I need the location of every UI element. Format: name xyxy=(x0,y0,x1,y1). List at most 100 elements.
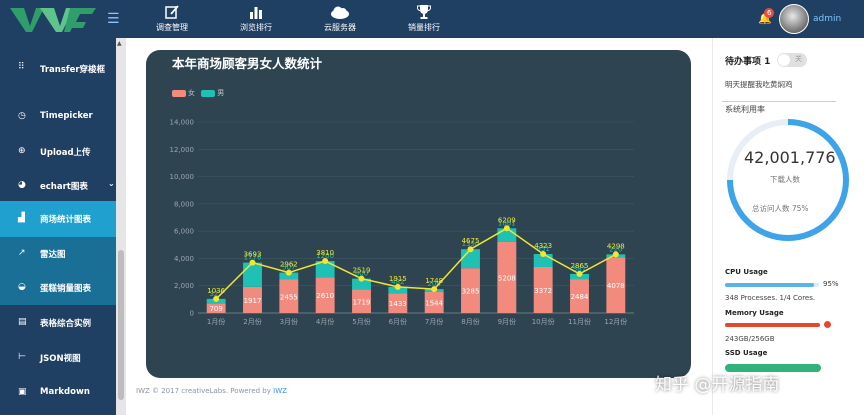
point-total xyxy=(394,283,401,290)
todo-item[interactable]: 明天提醒我吃黄焖鸡 xyxy=(725,80,793,89)
nav-label: 销量排行 xyxy=(408,23,440,32)
memory-usage-title: Memory Usage xyxy=(725,309,784,317)
x-tick-label: 8月份 xyxy=(461,317,479,326)
point-total xyxy=(249,259,256,266)
nav-label: 调查管理 xyxy=(156,23,188,32)
bar-male xyxy=(388,286,408,294)
bar-label-male: 951 xyxy=(536,245,549,253)
bar-label-female: 3285 xyxy=(462,288,480,296)
sidebar-item-upload[interactable]: ⊕ Upload上传 xyxy=(0,141,116,161)
bar-female xyxy=(388,293,408,313)
nav-label: 浏览排行 xyxy=(240,23,272,32)
username[interactable]: admin xyxy=(813,14,842,24)
bar-male xyxy=(315,261,335,278)
point-label-total: 3810 xyxy=(316,249,334,257)
sidebar-item-timepicker[interactable]: ◷ Timepicker xyxy=(0,106,116,126)
nav-sales-rank[interactable]: 销量排行 xyxy=(389,0,459,38)
sidebar-item-json[interactable]: ⊢ JSON视图 xyxy=(0,343,116,373)
chart-card xyxy=(146,50,691,378)
x-tick-label: 7月份 xyxy=(425,317,443,326)
point-total xyxy=(322,258,329,265)
point-total xyxy=(285,269,292,276)
point-total xyxy=(467,246,474,253)
ssd-usage-bar xyxy=(725,364,821,372)
bar-male xyxy=(279,272,299,280)
code-icon: ⊢ xyxy=(18,352,26,362)
trophy-icon xyxy=(389,0,459,22)
ssd-usage-title: SSD Usage xyxy=(725,349,768,357)
bar-label-female: 709 xyxy=(209,305,222,313)
table-icon: ▤ xyxy=(18,317,27,327)
bar-female xyxy=(570,279,589,313)
nav-survey[interactable]: 调查管理 xyxy=(137,0,207,38)
transfer-icon: ⠿ xyxy=(18,62,25,72)
logo xyxy=(10,8,96,32)
point-label-total: 4323 xyxy=(534,242,552,250)
sidebar-scrollbar[interactable] xyxy=(116,38,126,415)
chart-legend[interactable]: 女 男 xyxy=(172,88,224,98)
top-bar xyxy=(0,0,864,38)
y-tick-label: 8,000 xyxy=(174,200,194,208)
bar-label-male: 381 xyxy=(573,265,586,273)
point-total xyxy=(503,225,510,232)
sidebar-item-markdown[interactable]: ▣ Markdown xyxy=(0,378,116,408)
point-label-total: 2519 xyxy=(353,267,371,275)
sidebar-item-transfer[interactable]: ⠿ Transfer穿梭框 xyxy=(0,56,116,90)
y-tick-label: 0 xyxy=(190,310,194,318)
bar-label-female: 2610 xyxy=(316,292,334,300)
chevron-down-icon: ⌄ xyxy=(108,179,115,188)
footer: IWZ © 2017 creativeLabs. Powered by IWZ xyxy=(136,387,287,395)
y-tick-label: 4,000 xyxy=(174,255,194,263)
memory-usage-dot xyxy=(824,321,831,328)
sidebar-item-mall-stats[interactable]: ▟ 商场统计图表 xyxy=(0,201,116,237)
bar-label-male: 204 xyxy=(427,280,441,288)
point-label-total: 2865 xyxy=(571,262,589,270)
point-label-total: 1036 xyxy=(207,287,225,295)
memory-usage-bar xyxy=(725,323,820,327)
nav-cloud-server[interactable]: 云服务器 xyxy=(305,0,375,38)
cloud-icon xyxy=(305,0,375,22)
download-label: 下载人数 xyxy=(770,175,800,184)
pie-chart-icon: ◕ xyxy=(18,180,26,190)
memory-usage-note: 243GB/256GB xyxy=(725,335,775,343)
bar-male xyxy=(352,278,371,290)
x-tick-label: 6月份 xyxy=(389,317,407,326)
sidebar-item-label: echart图表 xyxy=(40,182,88,192)
bar-female xyxy=(352,289,371,313)
bar-male xyxy=(243,262,262,287)
bar-chart-icon xyxy=(221,0,291,22)
todo-toggle[interactable]: 关 xyxy=(777,53,807,67)
bar-label-female: 1917 xyxy=(244,297,262,305)
chart-title: 本年商场顾客男女人数统计 xyxy=(172,56,323,71)
watermark: 知乎 @开源指南 xyxy=(655,375,780,395)
legend-label-male: 男 xyxy=(217,89,225,97)
sidebar-item-radar[interactable]: ↗ 雷达图 xyxy=(0,237,116,271)
sidebar-item-echart[interactable]: ◕ echart图表 ⌄ xyxy=(0,171,116,201)
bar-female xyxy=(279,279,299,313)
point-total xyxy=(576,270,583,277)
sidebar-item-label: Upload上传 xyxy=(40,148,91,158)
menu-toggle-icon[interactable]: ☰ xyxy=(107,11,120,27)
x-tick-label: 2月份 xyxy=(243,317,261,326)
avatar[interactable] xyxy=(779,4,809,34)
nav-browse-rank[interactable]: 浏览排行 xyxy=(221,0,291,38)
scrollbar-thumb[interactable] xyxy=(118,250,124,400)
chart-plot: 0 2,000 4,000 6,000 8,000 10,000 12,000 14,000 7… xyxy=(170,119,634,326)
point-total xyxy=(612,251,619,258)
edit-icon xyxy=(137,0,207,22)
footer-link[interactable]: IWZ xyxy=(273,387,287,395)
legend-swatch-female xyxy=(172,89,186,97)
bar-label-female: 1433 xyxy=(389,300,407,308)
bar-female xyxy=(497,241,517,313)
bar-label-male: 507 xyxy=(282,264,295,272)
bar-female xyxy=(461,268,480,313)
bar-label-female: 2455 xyxy=(280,293,298,301)
scroll-up-icon[interactable]: ▲ xyxy=(117,40,122,47)
sidebar-item-table[interactable]: ▤ 表格综合实例 xyxy=(0,308,116,338)
legend-swatch-male xyxy=(201,89,216,97)
point-label-total: 6209 xyxy=(498,216,516,224)
y-tick-label: 6,000 xyxy=(174,228,194,236)
nav-label: 云服务器 xyxy=(324,23,356,32)
bar-label-male: 1390 xyxy=(462,240,480,248)
sidebar-item-cake-sales[interactable]: ◒ 蛋糕销量图表 xyxy=(0,271,116,305)
